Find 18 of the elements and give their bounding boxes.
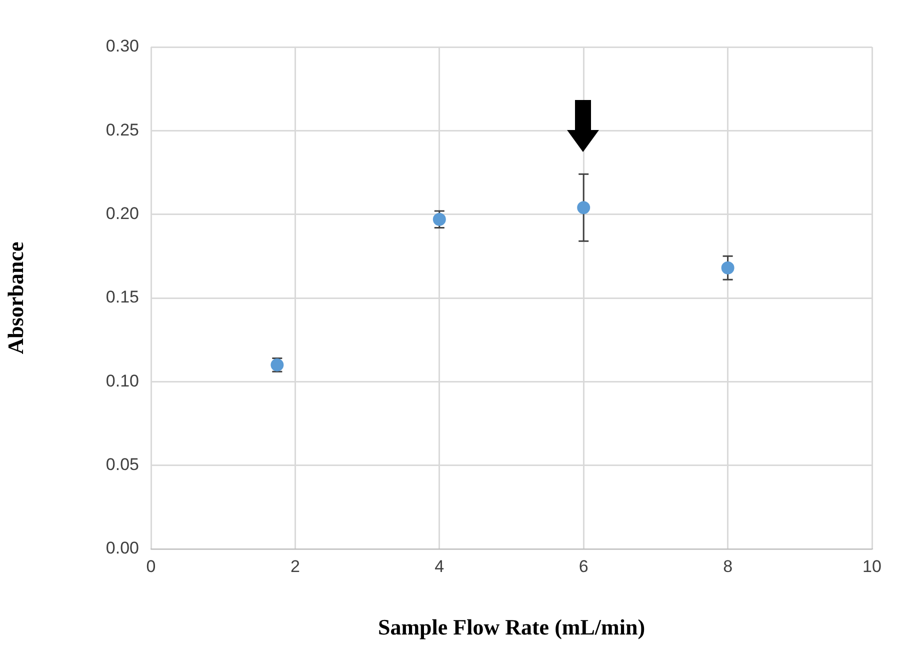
x-axis-title: Sample Flow Rate (mL/min) (378, 614, 646, 640)
point (577, 201, 590, 214)
x-tick-label: 4 (434, 556, 444, 576)
y-axis-title: Absorbance (2, 242, 28, 354)
point (721, 261, 734, 274)
y-tick-label: 0.15 (106, 288, 139, 307)
y-tick-label: 0.25 (106, 120, 139, 140)
x-tick-label: 10 (862, 556, 882, 576)
y-tick-label: 0.30 (106, 36, 139, 56)
x-tick-label: 8 (723, 556, 733, 576)
x-tick-label: 2 (290, 556, 300, 576)
y-tick-label: 0.10 (106, 371, 139, 390)
y-tick-label: 0.05 (106, 455, 139, 474)
point (432, 212, 446, 226)
x-tick-label: 6 (578, 556, 588, 576)
y-tick-label: 0.20 (106, 204, 139, 224)
y-tick-label: 0.00 (106, 538, 139, 558)
x-tick-label: 0 (146, 556, 156, 576)
